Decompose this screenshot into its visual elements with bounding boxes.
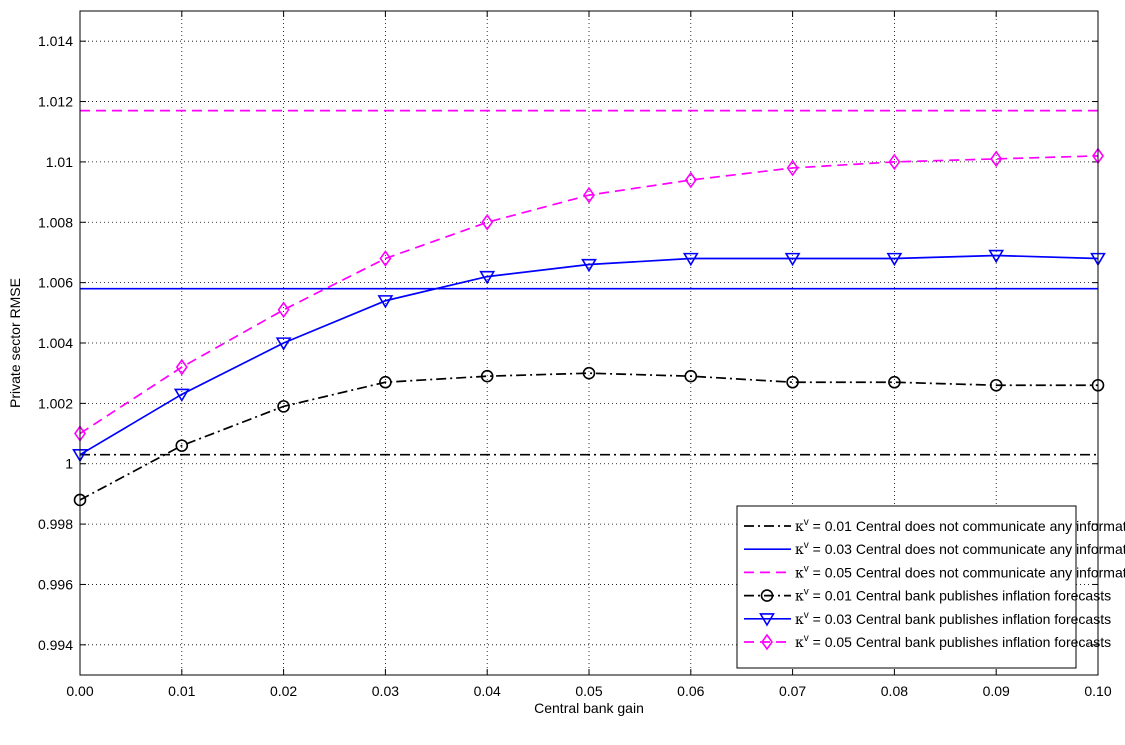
y-tick-label: 1.008	[38, 214, 73, 230]
y-axis-title: Private sector RMSE	[7, 278, 23, 408]
legend-label: κv = 0.05 Central bank publishes inflati…	[795, 633, 1111, 651]
x-tick-label: 0.07	[779, 683, 806, 699]
y-tick-label: 1.012	[38, 94, 73, 110]
triangle-marker	[988, 249, 1005, 264]
legend-label: κv = 0.03 Central bank publishes inflati…	[795, 610, 1111, 628]
circle-marker	[175, 439, 189, 452]
legend-box	[736, 505, 1077, 669]
x-tick-label: 0.08	[881, 683, 908, 699]
y-tick-label: 0.996	[38, 576, 73, 592]
y-tick-label: 1.002	[38, 395, 73, 411]
series-line	[79, 254, 1099, 456]
y-tick-label: 1.004	[38, 335, 73, 351]
diamond-marker	[888, 153, 901, 171]
legend-entry: κv = 0.03 Central does not communicate a…	[744, 540, 1125, 558]
legend-entry: κv = 0.01 Central does not communicate a…	[744, 517, 1125, 535]
legend-label: κv = 0.03 Central does not communicate a…	[795, 540, 1125, 558]
x-tick-label: 0.05	[575, 683, 602, 699]
legend-label: κv = 0.05 Central does not communicate a…	[795, 563, 1125, 581]
x-axis-tick-labels: 0.00 0.01 0.02 0.03 0.04 0.05 0.06 0.07 0.08 0.09…	[66, 683, 1111, 699]
circle-marker	[786, 375, 799, 389]
diamond-marker	[175, 358, 188, 376]
diamond-marker	[583, 186, 595, 204]
triangle-marker	[759, 613, 775, 627]
series-line	[79, 155, 1099, 435]
legend: κv = 0.01 Central does not communicate a…	[736, 505, 1125, 669]
series-6	[74, 147, 1104, 442]
y-tick-label: 1.014	[38, 33, 73, 49]
x-tick-label: 0.01	[168, 683, 195, 699]
x-tick-label: 0.04	[474, 683, 501, 699]
y-tick-label: 1.006	[38, 275, 73, 291]
legend-entry: κv = 0.05 Central bank publishes inflati…	[744, 633, 1111, 651]
series-line	[79, 372, 1098, 501]
diamond-marker	[277, 301, 290, 319]
circle-marker	[582, 366, 596, 380]
triangle-marker	[784, 252, 801, 267]
diamond-marker	[481, 213, 494, 231]
legend-entry: κv = 0.05 Central does not communicate a…	[744, 563, 1125, 581]
y-axis-tick-labels: 0.994 0.996 0.998 1 1.002 1.004 1.006 1.008 1.01…	[38, 33, 73, 653]
circle-marker	[379, 375, 392, 389]
triangle-marker	[479, 270, 496, 285]
circle-marker	[760, 589, 774, 602]
series-layer	[72, 109, 1106, 507]
series-5	[72, 249, 1106, 463]
diamond-marker	[684, 171, 697, 189]
x-tick-label: 0.00	[66, 683, 93, 699]
circle-marker	[888, 375, 901, 389]
plot-frame	[79, 10, 1099, 676]
triangle-marker	[377, 295, 394, 309]
x-tick-label: 0.03	[372, 683, 399, 699]
triangle-marker	[173, 388, 190, 403]
legend-label: κv = 0.01 Central bank publishes inflati…	[795, 587, 1111, 605]
x-tick-label: 0.09	[983, 683, 1010, 699]
diamond-marker	[786, 159, 799, 177]
triangle-marker	[886, 252, 903, 267]
triangle-marker	[581, 258, 597, 273]
circle-marker	[480, 369, 494, 383]
x-tick-label: 0.02	[270, 683, 297, 699]
diamond-marker	[379, 250, 392, 267]
x-axis-title: Central bank gain	[534, 700, 644, 716]
y-tick-label: 0.998	[38, 516, 73, 532]
circle-marker	[989, 378, 1003, 392]
circle-marker	[277, 400, 290, 413]
legend-entry: κv = 0.01 Central bank publishes inflati…	[744, 587, 1111, 605]
legend-entry: κv = 0.03 Central bank publishes inflati…	[744, 610, 1111, 628]
diamond-marker	[761, 633, 773, 651]
diamond-marker	[990, 150, 1003, 168]
triangle-marker	[682, 252, 699, 267]
triangle-marker	[275, 337, 292, 351]
y-tick-label: 1.01	[46, 154, 73, 170]
legend-label: κv = 0.01 Central does not communicate a…	[795, 517, 1125, 535]
y-tick-label: 0.994	[38, 637, 73, 653]
y-tick-label: 1	[65, 456, 73, 472]
x-tick-label: 0.10	[1084, 683, 1111, 699]
x-tick-label: 0.06	[677, 683, 704, 699]
circle-marker	[684, 369, 698, 383]
